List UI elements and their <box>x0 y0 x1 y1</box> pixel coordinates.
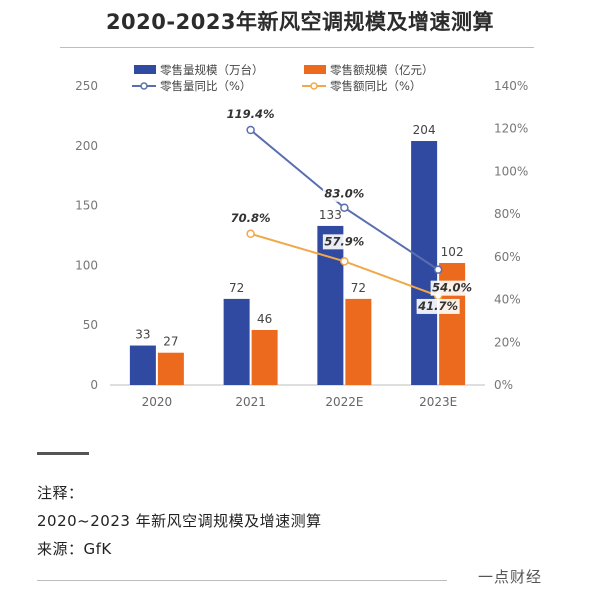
volume-yoy-point <box>433 265 443 274</box>
accent-divider <box>37 452 89 455</box>
bar-value-label: 27 <box>163 335 178 349</box>
data-label-background <box>229 210 273 226</box>
volume-yoy-point <box>246 125 255 135</box>
y-tick-label: 250 <box>75 79 98 93</box>
y2-tick-label: 80% <box>494 207 521 221</box>
page-title: 2020-2023年新风空调规模及增速测算 <box>105 10 495 34</box>
volume-yoy-label: 119.4% <box>227 107 275 121</box>
sales-bar <box>157 352 184 385</box>
x-tick-label: 2022E <box>325 395 363 409</box>
data-label-background <box>416 298 460 314</box>
y2-tick-label: 100% <box>494 164 528 178</box>
sales-yoy-point <box>246 229 255 239</box>
y2-tick-label: 0% <box>494 378 513 392</box>
data-label-background <box>322 234 366 250</box>
sales-yoy-point <box>340 257 349 266</box>
y-tick-label: 150 <box>75 199 98 213</box>
bar-value-label: 72 <box>351 281 366 295</box>
bar-value-label: 204 <box>413 123 436 137</box>
legend-label: 零售量规模（万台） <box>160 63 264 77</box>
data-label-background <box>225 106 276 122</box>
legend-marker <box>140 82 148 90</box>
y-tick-label: 200 <box>75 139 98 153</box>
bar-value-label: 46 <box>257 312 272 326</box>
volume-yoy-label: 83.0% <box>324 187 364 201</box>
note-text: 2020~2023 年新风空调规模及增速测算 <box>37 512 322 530</box>
bar-value-label: 102 <box>441 245 464 259</box>
sales-bar <box>251 329 278 385</box>
legend-swatch <box>304 65 326 74</box>
sales-yoy-label: 41.7% <box>417 299 458 313</box>
volume-yoy-point <box>340 203 349 212</box>
sales-bar <box>345 298 372 385</box>
volume-bar <box>129 345 156 385</box>
y-tick-label: 0 <box>90 378 98 392</box>
y2-tick-label: 120% <box>494 122 528 136</box>
data-label-background <box>430 280 474 296</box>
bottom-divider <box>37 580 447 581</box>
legend-label: 零售量同比（%） <box>160 79 251 93</box>
y2-tick-label: 20% <box>494 335 521 349</box>
combo-chart: 0 50 100 150 200 250 0% 20% 40% 60% 80% 100% 120% 140… <box>75 63 528 409</box>
y-tick-label: 100 <box>75 258 98 272</box>
brand-label: 一点财经 <box>478 568 543 586</box>
volume-bar <box>411 141 438 385</box>
volume-bar <box>223 298 250 385</box>
x-tick-label: 2023E <box>419 395 457 409</box>
title-divider <box>60 47 534 48</box>
sales-yoy-label: 57.9% <box>324 234 364 248</box>
legend-label: 零售额规模（亿元） <box>330 63 434 77</box>
y-tick-label: 50 <box>83 318 98 332</box>
bar-value-label: 72 <box>229 281 244 295</box>
x-tick-label: 2020 <box>142 395 173 409</box>
x-tick-label: 2021 <box>235 395 266 409</box>
y2-tick-label: 40% <box>494 293 521 307</box>
sales-yoy-label: 70.8% <box>231 211 271 225</box>
legend-swatch <box>134 65 156 74</box>
volume-yoy-label: 54.0% <box>432 281 472 295</box>
source-text: 来源：GfK <box>37 540 112 558</box>
volume-bar <box>317 225 344 385</box>
y2-tick-label: 140% <box>494 79 528 93</box>
y2-tick-label: 60% <box>494 250 521 264</box>
data-label-background <box>322 186 366 202</box>
legend-label: 零售额同比（%） <box>330 79 421 93</box>
legend-marker <box>310 82 318 90</box>
bar-value-label: 133 <box>319 208 342 222</box>
bar-value-label: 33 <box>135 328 150 342</box>
note-label: 注释： <box>37 484 84 502</box>
